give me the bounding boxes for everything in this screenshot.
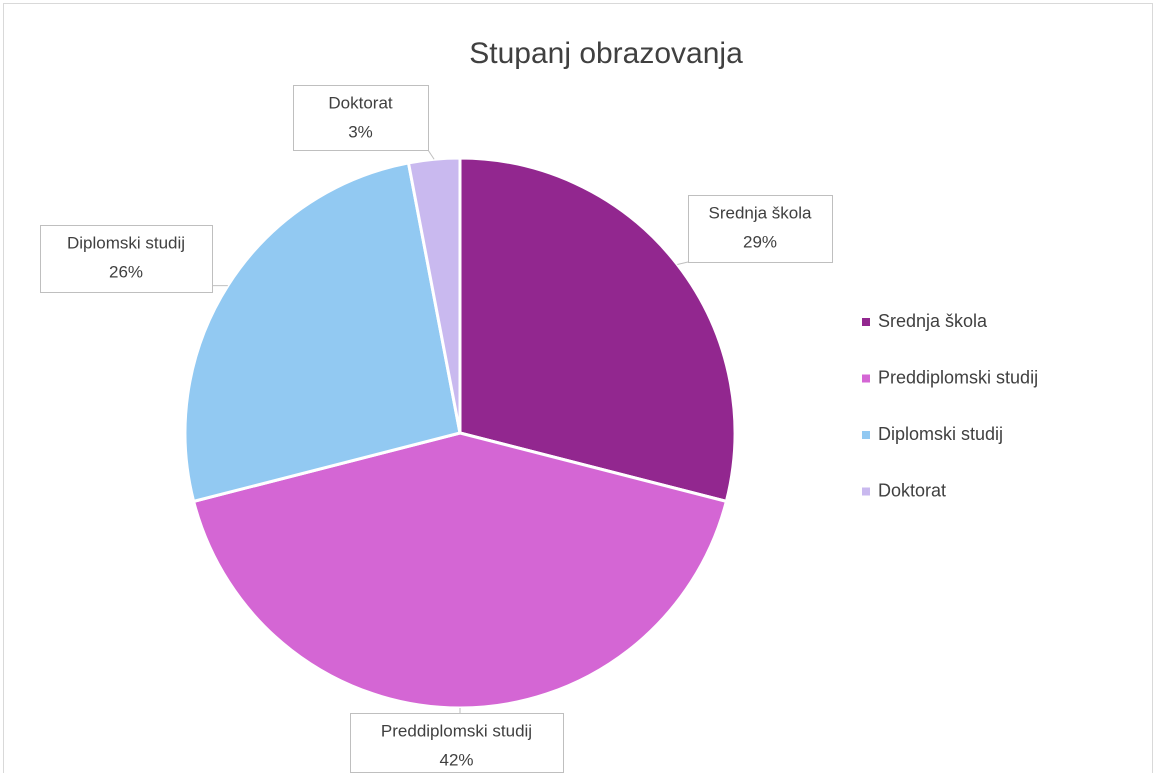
legend-swatch — [862, 318, 870, 326]
label-category: Doktorat — [328, 93, 393, 112]
label-category: Srednja škola — [708, 203, 812, 222]
legend-swatch — [862, 374, 870, 383]
legend-label: Doktorat — [878, 480, 946, 500]
label-box — [350, 713, 564, 773]
pie-slice — [183, 161, 462, 504]
label-value: 26% — [109, 262, 143, 281]
label-box — [688, 195, 833, 263]
label-category: Preddiplomski studij — [381, 721, 532, 740]
label-value: 3% — [348, 122, 373, 141]
label-box — [40, 225, 213, 293]
label-value: 42% — [439, 750, 473, 769]
legend-label: Srednja škola — [878, 311, 988, 331]
label-box — [293, 85, 429, 151]
legend-label: Diplomski studij — [878, 424, 1003, 444]
label-value: 29% — [743, 232, 777, 251]
label-category: Diplomski studij — [67, 233, 185, 252]
legend-swatch — [862, 431, 870, 439]
label-leader — [427, 149, 435, 160]
label-leader — [677, 261, 689, 265]
legend-swatch — [862, 487, 870, 496]
pie-slice — [191, 431, 729, 710]
chart-title: Stupanj obrazovanja — [469, 37, 743, 70]
legend-label: Preddiplomski studij — [878, 367, 1038, 387]
pie-slice — [458, 156, 737, 504]
